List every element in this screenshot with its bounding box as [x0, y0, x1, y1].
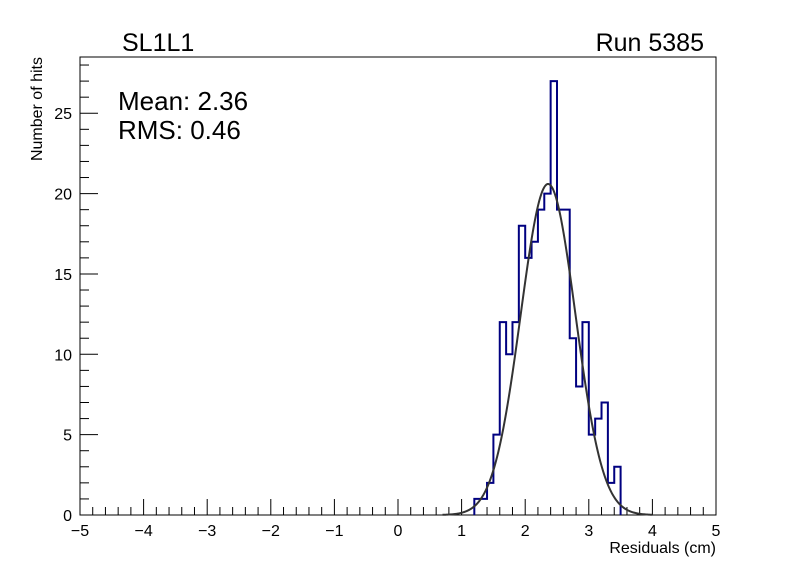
y-tick-label: 15 — [54, 267, 72, 284]
y-tick-label: 10 — [54, 347, 72, 364]
x-tick-label: −1 — [325, 523, 343, 540]
title-left: SL1L1 — [122, 29, 194, 57]
y-tick-label: 25 — [54, 106, 72, 123]
x-tick-label: 1 — [457, 523, 466, 540]
y-tick-label: 0 — [63, 508, 72, 525]
x-axis-label: Residuals (cm) — [609, 540, 716, 557]
x-tick-label: 5 — [712, 523, 721, 540]
title-right: Run 5385 — [596, 29, 704, 57]
x-tick-label: 0 — [394, 523, 403, 540]
stats-rms: RMS: 0.46 — [118, 115, 241, 145]
x-tick-label: 4 — [648, 523, 657, 540]
y-axis-label: Number of hits — [29, 57, 46, 161]
stats-mean: Mean: 2.36 — [118, 86, 248, 116]
gaussian-fit-curve — [442, 182, 653, 516]
x-tick-label: −2 — [262, 523, 280, 540]
x-tick-label: 2 — [521, 523, 530, 540]
x-tick-label: −3 — [198, 523, 216, 540]
y-tick-label: 5 — [63, 428, 72, 445]
axis-ticks — [79, 64, 717, 516]
y-tick-label: 20 — [54, 187, 72, 204]
x-tick-label: 3 — [584, 523, 593, 540]
x-tick-label: −4 — [134, 523, 152, 540]
axis-tick-labels: −5 −4 −3 −2 −1 0 1 2 3 4 5 0 5 10 15 20 25 — [54, 106, 720, 540]
histogram-outline — [473, 80, 622, 515]
x-tick-label: −5 — [71, 523, 89, 540]
